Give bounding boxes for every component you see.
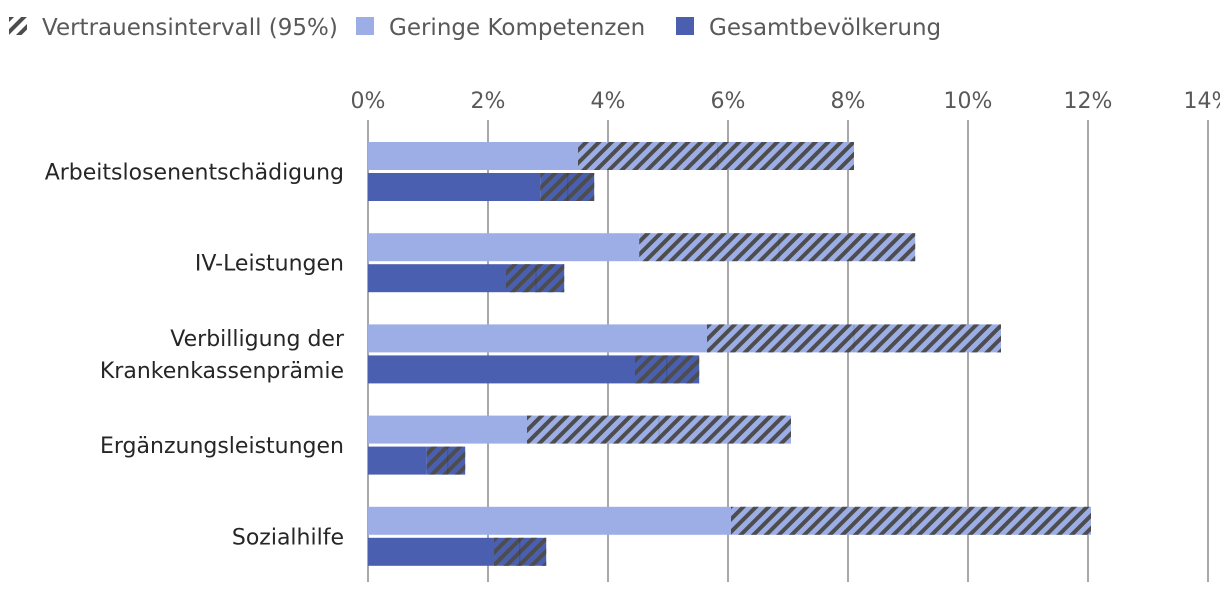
ci-hatch [506,264,565,293]
ci-hatch [707,324,1001,353]
category-labels: Arbeitslosenentschädigung IV-Leistungen Ve… [45,161,345,551]
ci-hatch [635,355,700,384]
x-tick-label: 12% [1064,89,1113,114]
bar [368,173,541,201]
bar [368,506,731,535]
legend-item-gesamtbevoelkerung: Gesamtbevölkerung [676,15,941,41]
x-axis-tick-labels: 0% 2% 4% 6% 8% 10% 12% 14% [351,89,1220,114]
category-label: Sozialhilfe [232,525,344,550]
legend-item-geringe-kompetenzen: Geringe Kompetenzen [356,15,645,41]
legend-item-ci: Vertrauensintervall (95%) [9,15,338,41]
ci-hatch [426,446,466,475]
legend: Vertrauensintervall (95%) Geringe Kompet… [9,15,941,41]
bar [368,142,578,170]
x-tick-label: 6% [711,89,746,114]
legend-label-geringe-kompetenzen: Geringe Kompetenzen [389,15,645,41]
x-tick-label: 0% [351,89,386,114]
ci-hatch [578,142,854,170]
bar [368,446,427,475]
category-label: Arbeitslosenentschädigung [45,161,344,186]
legend-swatch-geringe-kompetenzen [356,17,374,35]
x-tick-label: 10% [944,89,993,114]
x-tick-label: 14% [1184,89,1220,114]
bar [368,233,640,262]
category-label: Ergänzungsleistungen [100,434,344,459]
ci-hatch [731,506,1091,535]
bars [368,142,1091,566]
category-label: Verbilligung der [170,327,345,352]
legend-label-gesamtbevoelkerung: Gesamtbevölkerung [709,15,941,41]
x-tick-label: 8% [831,89,866,114]
ci-hatch [527,415,791,444]
ci-hatch [540,173,595,201]
legend-label-ci: Vertrauensintervall (95%) [42,15,338,41]
ci-hatch [494,537,547,566]
legend-swatch-ci [9,17,27,35]
legend-swatch-gesamtbevoelkerung [676,17,694,35]
category-label: Krankenkassenprämie [100,359,344,384]
bar [368,264,506,293]
ci-hatch [639,233,916,262]
x-tick-label: 2% [471,89,506,114]
bar [368,355,635,384]
category-label: IV-Leistungen [195,252,344,277]
x-tick-label: 4% [591,89,626,114]
bar [368,324,707,353]
bar [368,537,494,566]
bar [368,415,527,444]
